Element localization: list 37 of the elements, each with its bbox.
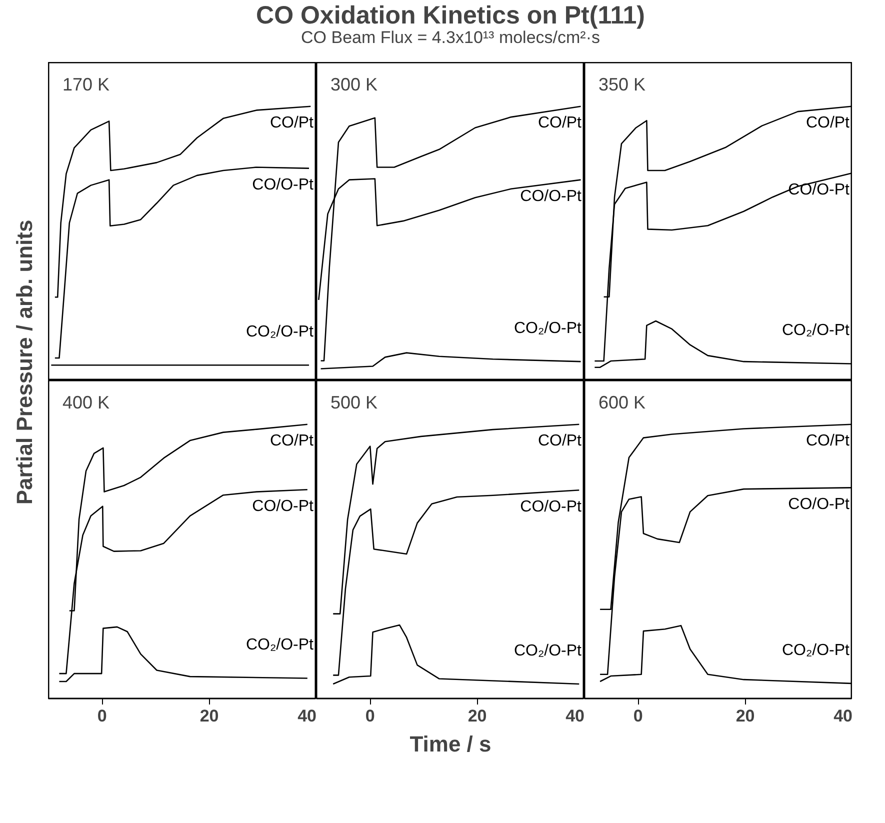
series-label: CO/O-Pt [520,188,582,206]
series-label: CO₂/O-Pt [246,636,314,654]
x-tick-label: 20 [200,706,219,726]
x-tick-label: 20 [736,706,755,726]
series-label: CO₂/O-Pt [514,642,582,660]
text: 600 K [598,392,646,412]
chart-title: CO Oxidation Kinetics on Pt(111) [256,2,645,30]
series-label: CO/O-Pt [788,496,850,513]
series-label: CO/Pt [270,114,314,132]
x-axis-title: Time / s [410,732,492,756]
x-tick-label: 40 [834,706,853,726]
text: 500 K [330,392,378,412]
series-label: CO/O-Pt [520,498,582,516]
series-label: CO₂/O-Pt [246,323,314,340]
series-label: CO/Pt [538,114,582,132]
text: 400 K [62,392,110,412]
series-label: CO₂/O-Pt [782,642,850,659]
series-label: CO/O-Pt [252,498,314,515]
x-tick-label: 20 [468,706,487,726]
chart-subtitle: CO Beam Flux = 4.3x10¹³ molecs/cm²·s [301,28,600,48]
series-label: CO/O-Pt [252,176,314,194]
text: 170 K [62,74,110,94]
series-label: CO₂/O-Pt [782,322,850,340]
x-tick-label: 40 [566,706,585,726]
series-label: CO₂/O-Pt [514,320,582,337]
series-label: CO/Pt [538,432,582,450]
x-tick-label: 40 [298,706,317,726]
series-label: CO/Pt [270,432,314,450]
series-label: CO/Pt [806,432,850,450]
x-tick-label: 0 [365,706,375,726]
text: 300 K [330,74,378,94]
text: 350 K [598,74,646,94]
series-label: CO/O-Pt [788,181,850,198]
series-label: CO/Pt [806,114,850,132]
x-tick-label: 0 [633,706,643,726]
y-axis-title: Partial Pressure / arb. units [12,220,37,505]
x-tick-label: 0 [97,706,107,726]
